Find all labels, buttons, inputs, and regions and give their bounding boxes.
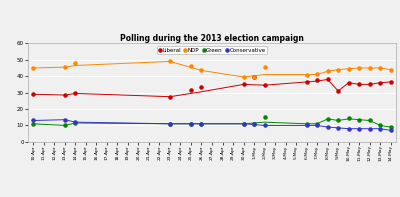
Title: Polling during the 2013 election campaign: Polling during the 2013 election campaig… — [120, 33, 304, 43]
Conservative — [314, 124, 320, 127]
Conservative — [72, 121, 78, 124]
NDP — [335, 68, 341, 71]
Conservative — [324, 125, 331, 129]
Liberal — [356, 83, 362, 86]
Green — [377, 124, 384, 127]
Liberal — [261, 84, 268, 87]
Conservative — [346, 127, 352, 130]
Conservative — [240, 122, 247, 125]
Liberal — [366, 83, 373, 86]
Liberal — [377, 81, 384, 84]
Liberal — [346, 81, 352, 84]
Conservative — [62, 118, 68, 121]
Green — [261, 116, 268, 119]
Liberal — [314, 79, 320, 82]
Conservative — [366, 127, 373, 130]
NDP — [188, 65, 194, 68]
Green — [198, 122, 205, 125]
NDP — [377, 66, 384, 70]
Liberal — [304, 80, 310, 84]
Green — [324, 117, 331, 120]
NDP — [388, 68, 394, 71]
Conservative — [335, 126, 341, 129]
NDP — [62, 66, 68, 69]
Green — [346, 116, 352, 120]
Conservative — [188, 122, 194, 125]
NDP — [240, 75, 247, 79]
Green — [304, 122, 310, 125]
NDP — [366, 66, 373, 70]
Liberal — [72, 92, 78, 95]
NDP — [261, 66, 268, 69]
NDP — [251, 75, 257, 79]
Conservative — [261, 124, 268, 127]
Green — [356, 118, 362, 121]
NDP — [356, 66, 362, 70]
Liberal — [324, 78, 331, 81]
NDP — [304, 73, 310, 76]
Green — [72, 121, 78, 125]
NDP — [167, 60, 173, 63]
Conservative — [377, 127, 384, 130]
NDP — [346, 67, 352, 70]
Green — [335, 119, 341, 122]
Liberal — [198, 85, 205, 88]
Conservative — [356, 127, 362, 130]
Legend: Liberal, NDP, Green, Conservative: Liberal, NDP, Green, Conservative — [157, 46, 267, 54]
Liberal — [167, 95, 173, 98]
Green — [366, 119, 373, 122]
NDP — [198, 69, 205, 72]
Conservative — [30, 119, 36, 122]
Conservative — [251, 122, 257, 125]
Liberal — [62, 94, 68, 97]
Liberal — [30, 93, 36, 96]
Conservative — [304, 124, 310, 127]
NDP — [72, 61, 78, 65]
Green — [314, 122, 320, 125]
NDP — [30, 66, 36, 70]
NDP — [324, 70, 331, 73]
Conservative — [198, 122, 205, 125]
Liberal — [251, 75, 257, 79]
Green — [188, 122, 194, 125]
Green — [240, 122, 247, 125]
Liberal — [188, 89, 194, 92]
Green — [167, 122, 173, 125]
Liberal — [388, 80, 394, 84]
Green — [62, 124, 68, 127]
Green — [30, 122, 36, 125]
NDP — [314, 72, 320, 75]
Conservative — [167, 122, 173, 125]
Conservative — [388, 129, 394, 132]
Liberal — [240, 83, 247, 86]
Green — [251, 122, 257, 125]
Green — [388, 125, 394, 129]
Liberal — [335, 89, 341, 93]
